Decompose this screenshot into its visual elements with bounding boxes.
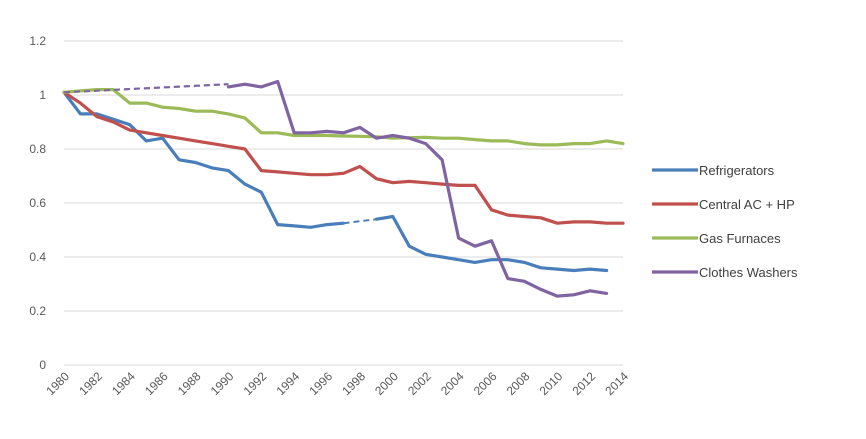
legend-label: Clothes Washers: [699, 265, 798, 280]
y-tick-label: 0.6: [29, 196, 46, 210]
x-tick-label: 2012: [569, 369, 598, 398]
legend-label: Refrigerators: [699, 163, 775, 178]
x-tick-label: 1994: [274, 369, 303, 398]
series-dashed-segment: [63, 83, 229, 94]
series-line-segment: [226, 79, 609, 298]
series-line-segment: [62, 90, 625, 225]
legend-label: Gas Furnaces: [699, 231, 781, 246]
series-dashed-segment: [343, 218, 377, 225]
x-tick-label: 2002: [405, 369, 434, 398]
x-tick-label: 2010: [537, 369, 566, 398]
x-tick-label: 1986: [142, 369, 171, 398]
legend-label: Central AC + HP: [699, 197, 795, 212]
series-lines: [62, 79, 625, 298]
series-line-segment: [62, 90, 346, 229]
x-tick-label: 1996: [306, 369, 335, 398]
x-tick-label: 1990: [208, 369, 237, 398]
y-tick-label: 1: [39, 88, 46, 102]
x-tick-label: 2000: [372, 369, 401, 398]
legend: Refrigerators Central AC + HP Gas Furnaces…: [652, 163, 798, 280]
x-tick-label: 2006: [471, 369, 500, 398]
y-tick-label: 0.8: [29, 142, 46, 156]
y-tick-label: 1.2: [29, 34, 46, 48]
x-tick-label: 1980: [43, 369, 72, 398]
y-tick-label: 0.2: [29, 304, 46, 318]
x-tick-label: 1998: [339, 369, 368, 398]
x-tick-label: 2008: [504, 369, 533, 398]
y-tick-label: 0: [39, 358, 46, 372]
series-line-segment: [374, 214, 609, 273]
x-tick-label: 2004: [438, 369, 467, 398]
y-tick-label: 0.4: [29, 250, 46, 264]
x-tick-label: 1982: [76, 369, 105, 398]
x-tick-label: 1992: [241, 369, 270, 398]
y-axis-tick-labels: 0 0.2 0.4 0.6 0.8 1 1.2: [29, 34, 46, 372]
x-tick-label: 1988: [175, 369, 204, 398]
gridlines: [64, 40, 623, 366]
x-tick-label: 2014: [602, 369, 631, 398]
x-axis-tick-labels: 1980 1982 1984 1986 1988 1990 1992 1994 1996 1998…: [43, 369, 631, 398]
series-line-segment: [62, 87, 625, 147]
x-tick-label: 1984: [109, 369, 138, 398]
